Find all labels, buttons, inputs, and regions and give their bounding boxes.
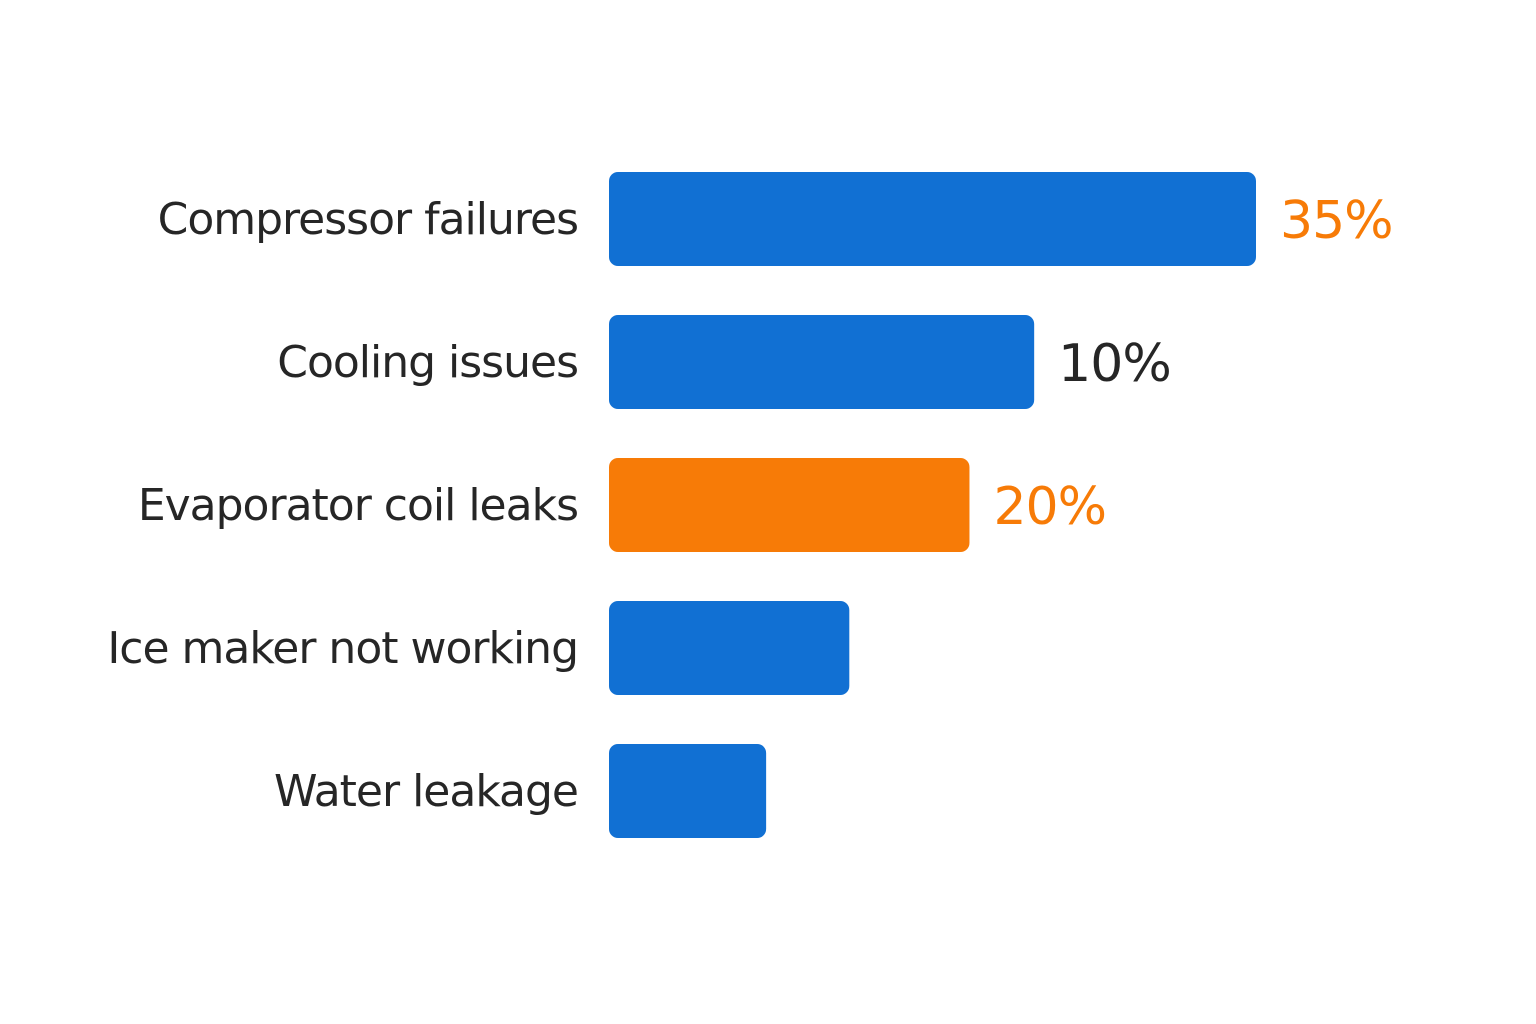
category-label-2: Evaporator coil leaks	[138, 480, 578, 531]
value-label-1: 10%	[1058, 334, 1171, 394]
category-label-1: Cooling issues	[277, 337, 578, 388]
bar-4	[609, 744, 767, 838]
bar-1	[609, 315, 1035, 409]
value-label-0: 35%	[1280, 191, 1393, 251]
value-label-2: 20%	[993, 477, 1106, 537]
bar-0	[609, 172, 1256, 266]
category-label-4: Water leakage	[274, 766, 578, 817]
category-label-3: Ice maker not working	[107, 623, 578, 674]
bar-2	[609, 458, 970, 552]
bar-3	[609, 601, 850, 695]
category-label-0: Compressor failures	[158, 194, 578, 245]
